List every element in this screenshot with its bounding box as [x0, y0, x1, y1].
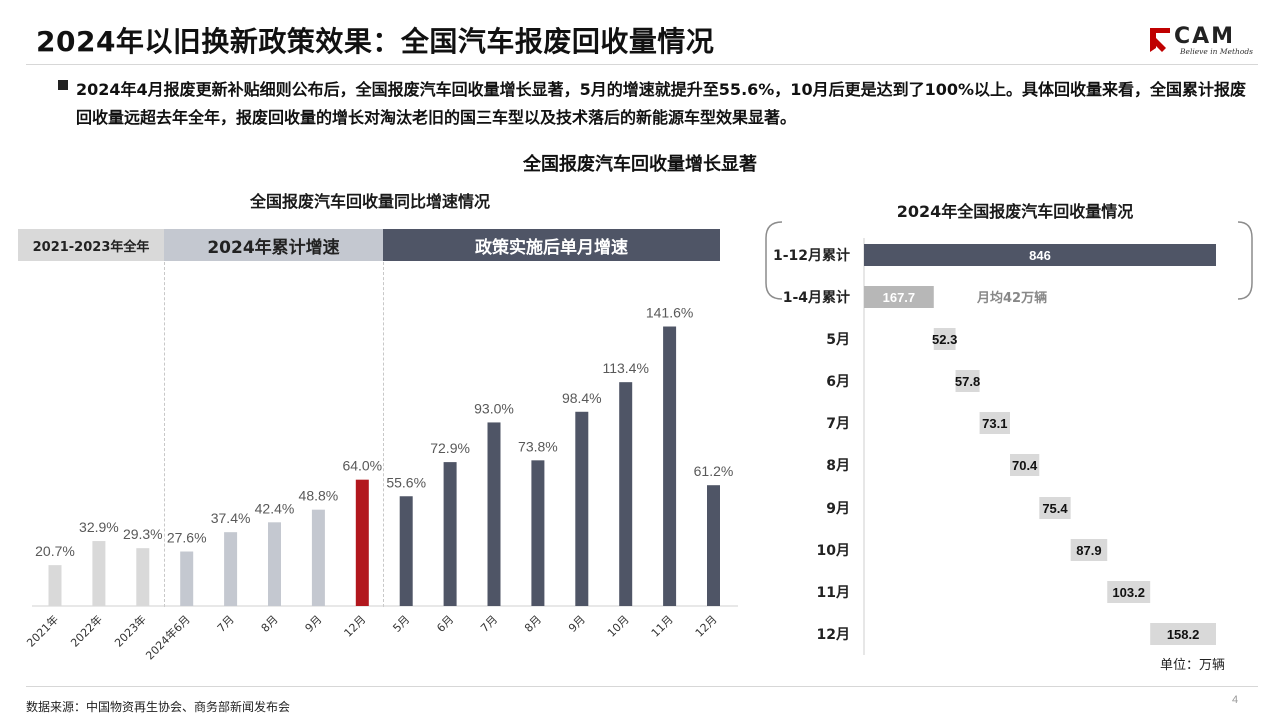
bar-data-label: 52.3	[932, 332, 957, 347]
page-number: 4	[1232, 694, 1239, 706]
bar	[268, 522, 281, 606]
title-divider	[26, 64, 1258, 65]
bar	[575, 411, 589, 606]
center-title: 全国报废汽车回收量增长显著	[523, 154, 757, 175]
bar-data-label: 167.7	[883, 290, 916, 305]
bar-data-label: 27.6%	[167, 530, 207, 546]
y-tick-label: 11月	[817, 585, 850, 601]
bar-data-label: 113.4%	[602, 360, 648, 376]
bar	[136, 548, 150, 606]
bar-data-label: 32.9%	[79, 519, 119, 535]
y-tick-label: 7月	[826, 416, 850, 432]
bullet-square-icon	[58, 80, 68, 90]
bar	[355, 479, 369, 606]
y-tick-label: 1-12月累计	[773, 247, 850, 264]
bracket-right	[1237, 221, 1253, 300]
bar-data-label: 87.9	[1076, 543, 1101, 558]
bar-data-label: 29.3%	[123, 526, 163, 542]
bar	[955, 370, 980, 392]
bar-data-label: 73.8%	[518, 438, 558, 454]
bar-data-label: 75.4	[1042, 501, 1068, 516]
bar	[1070, 539, 1108, 561]
bar-data-label: 48.8%	[299, 488, 339, 504]
bar-data-label: 61.2%	[694, 463, 734, 479]
bar	[979, 412, 1011, 434]
bar-data-label: 57.8	[955, 374, 980, 389]
bar	[531, 460, 545, 606]
source-note: 数据来源：中国物资再生协会、商务部新闻发布会	[26, 700, 291, 714]
group-divider	[383, 262, 384, 607]
bar	[707, 485, 720, 606]
bar-data-label: 37.4%	[211, 510, 251, 526]
bar	[864, 244, 1216, 266]
y-tick-label: 1-4月累计	[783, 289, 850, 306]
bar	[399, 496, 413, 606]
annotation-monthly-average: 月均42万辆	[976, 290, 1047, 306]
bar	[619, 382, 633, 606]
bar	[663, 326, 677, 606]
bar-data-label: 846	[1029, 248, 1051, 263]
bar-data-label: 103.2	[1112, 585, 1145, 600]
bar	[864, 286, 934, 308]
bar	[311, 509, 325, 606]
bar	[48, 565, 62, 606]
bar	[1010, 454, 1040, 476]
bracket-left	[765, 221, 783, 300]
bar	[224, 532, 238, 606]
bar-data-label: 70.4	[1012, 458, 1038, 473]
group-divider	[164, 262, 165, 607]
bar	[487, 422, 501, 606]
band-2021-2023: 2021-2023年全年	[18, 229, 164, 261]
band-policy-monthly: 政策实施后单月增速	[383, 229, 720, 261]
right-chart-title: 2024年全国报废汽车回收量情况	[896, 202, 1134, 221]
y-tick-label: 5月	[826, 332, 850, 348]
page-title: 2024年以旧换新政策效果：全国汽车报废回收量情况	[36, 25, 715, 58]
bar	[1039, 497, 1071, 519]
summary-text: 2024年4月报废更新补贴细则公布后，全国报废汽车回收量增长显著，5月的增速就提…	[76, 80, 1247, 127]
left-chart-title: 全国报废汽车回收量同比增速情况	[249, 192, 490, 211]
bar	[443, 462, 457, 606]
y-tick-label: 10月	[817, 543, 850, 559]
bar	[1150, 623, 1216, 645]
bar-data-label: 73.1	[982, 416, 1007, 431]
y-tick-label: 6月	[826, 374, 850, 390]
bar-data-label: 141.6%	[646, 305, 693, 321]
bar-data-label: 98.4%	[562, 390, 602, 406]
bar-data-label: 93.0%	[474, 400, 514, 416]
footer-divider	[26, 686, 1258, 687]
y-tick-label: 8月	[826, 458, 850, 474]
y-tick-label: 9月	[826, 501, 850, 517]
logo-slogan: Believe in Methods	[1180, 47, 1253, 56]
bar-data-label: 20.7%	[35, 543, 75, 559]
bar	[1107, 581, 1151, 603]
unit-label: 单位：万辆	[1160, 658, 1226, 673]
bar-data-label: 158.2	[1167, 627, 1200, 642]
y-tick-label: 12月	[817, 627, 850, 643]
bar-data-label: 64.0%	[342, 458, 382, 474]
logo-text: CAM	[1174, 24, 1236, 49]
band-2024-cumulative: 2024年累计增速	[164, 229, 383, 261]
bar-data-label: 72.9%	[430, 440, 470, 456]
bar	[180, 551, 194, 606]
bar-data-label: 42.4%	[255, 500, 295, 516]
bar	[933, 328, 956, 350]
bar	[92, 541, 106, 606]
bar-data-label: 55.6%	[386, 474, 426, 490]
